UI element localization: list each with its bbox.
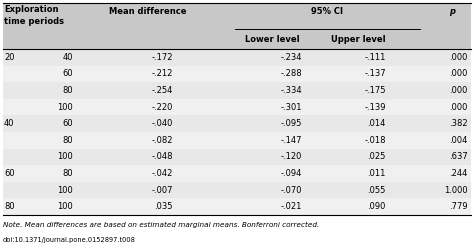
Text: -.018: -.018 <box>365 136 386 145</box>
Text: -.288: -.288 <box>281 69 302 78</box>
Text: -.137: -.137 <box>365 69 386 78</box>
Bar <box>3 66 471 82</box>
Text: -.007: -.007 <box>152 186 173 195</box>
Text: .014: .014 <box>368 119 386 128</box>
Text: -.175: -.175 <box>365 86 386 95</box>
Text: -.042: -.042 <box>152 169 173 178</box>
Bar <box>3 132 471 149</box>
Text: -.094: -.094 <box>281 169 302 178</box>
Text: -.172: -.172 <box>152 53 173 62</box>
Text: .637: .637 <box>449 153 468 161</box>
Text: .382: .382 <box>449 119 468 128</box>
Text: doi:10.1371/journal.pone.0152897.t008: doi:10.1371/journal.pone.0152897.t008 <box>3 237 136 243</box>
Text: 100: 100 <box>57 186 73 195</box>
Text: .244: .244 <box>450 169 468 178</box>
Bar <box>3 99 471 115</box>
Bar <box>3 149 471 165</box>
Text: .000: .000 <box>450 86 468 95</box>
Text: 80: 80 <box>63 86 73 95</box>
Text: .035: .035 <box>155 202 173 211</box>
Text: 80: 80 <box>63 136 73 145</box>
Text: .000: .000 <box>450 69 468 78</box>
Text: .000: .000 <box>450 53 468 62</box>
Text: -.220: -.220 <box>152 103 173 112</box>
Text: .055: .055 <box>368 186 386 195</box>
Text: .004: .004 <box>450 136 468 145</box>
Bar <box>3 49 471 66</box>
Text: -.234: -.234 <box>281 53 302 62</box>
Text: -.082: -.082 <box>152 136 173 145</box>
Text: -.048: -.048 <box>152 153 173 161</box>
Text: 100: 100 <box>57 103 73 112</box>
Text: 100: 100 <box>57 202 73 211</box>
Text: -.021: -.021 <box>281 202 302 211</box>
Bar <box>3 165 471 182</box>
Text: -.254: -.254 <box>152 86 173 95</box>
Text: .779: .779 <box>449 202 468 211</box>
Text: -.070: -.070 <box>281 186 302 195</box>
Text: .011: .011 <box>368 169 386 178</box>
Text: 40: 40 <box>63 53 73 62</box>
Text: Note. Mean differences are based on estimated marginal means. Bonferroni correct: Note. Mean differences are based on esti… <box>3 222 319 228</box>
Text: -.120: -.120 <box>281 153 302 161</box>
Text: 40: 40 <box>4 119 15 128</box>
Text: -.212: -.212 <box>152 69 173 78</box>
Text: time periods: time periods <box>4 17 64 26</box>
Text: 60: 60 <box>63 119 73 128</box>
Bar <box>3 198 471 215</box>
Text: -.111: -.111 <box>365 53 386 62</box>
Text: 100: 100 <box>57 153 73 161</box>
Text: -.095: -.095 <box>281 119 302 128</box>
Text: p: p <box>449 6 455 15</box>
Text: .025: .025 <box>368 153 386 161</box>
Text: 20: 20 <box>4 53 15 62</box>
Bar <box>3 115 471 132</box>
Text: 80: 80 <box>63 169 73 178</box>
Text: .090: .090 <box>368 202 386 211</box>
Text: 80: 80 <box>4 202 15 211</box>
Text: Upper level: Upper level <box>331 35 385 44</box>
Text: 95% CI: 95% CI <box>311 6 344 15</box>
Text: Lower level: Lower level <box>245 35 299 44</box>
Bar <box>3 82 471 99</box>
Text: -.334: -.334 <box>281 86 302 95</box>
Text: -.040: -.040 <box>152 119 173 128</box>
Text: -.147: -.147 <box>281 136 302 145</box>
Text: 1.000: 1.000 <box>444 186 468 195</box>
Bar <box>3 182 471 198</box>
Text: Mean difference: Mean difference <box>109 6 187 15</box>
Text: 60: 60 <box>63 69 73 78</box>
Text: -.301: -.301 <box>281 103 302 112</box>
Text: -.139: -.139 <box>365 103 386 112</box>
Text: 60: 60 <box>4 169 15 178</box>
Text: .000: .000 <box>450 103 468 112</box>
Text: Exploration: Exploration <box>4 5 58 14</box>
Bar <box>3 3 471 49</box>
